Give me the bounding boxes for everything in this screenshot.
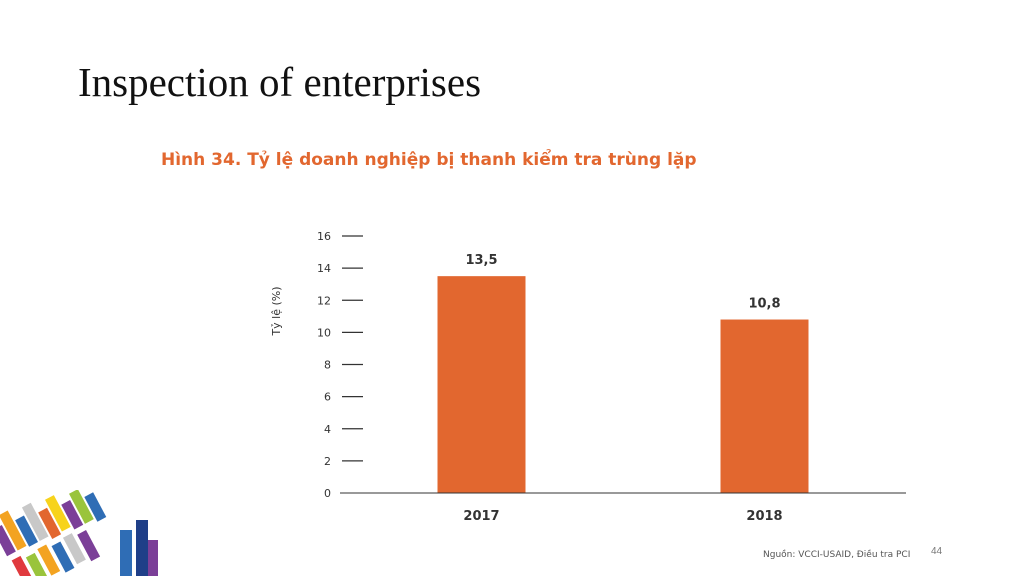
y-tick-label: 10 — [317, 326, 331, 339]
y-tick-label: 2 — [324, 455, 331, 468]
y-axis-label: Tỷ lệ (%) — [270, 286, 283, 336]
bars: 13,5 2017 10,8 2018 — [437, 253, 809, 524]
bar-2018 — [720, 319, 809, 493]
y-tick-label: 8 — [324, 359, 331, 372]
x-category-label: 2018 — [746, 509, 782, 524]
y-tick-label: 4 — [324, 423, 331, 436]
y-tick-label: 0 — [324, 487, 331, 500]
y-tick-label: 16 — [317, 230, 331, 243]
source-note: Nguồn: VCCI-USAID, Điều tra PCI — [763, 550, 911, 560]
x-category-label: 2017 — [463, 509, 499, 524]
bar-value-label: 10,8 — [748, 297, 780, 312]
bar-value-label: 13,5 — [465, 253, 497, 268]
figure-caption: Hình 34. Tỷ lệ doanh nghiệp bị thanh kiể… — [161, 150, 697, 170]
bar-2017 — [437, 276, 526, 493]
slide-title: Inspection of enterprises — [78, 59, 482, 105]
page-number: 44 — [931, 546, 943, 557]
y-tick-label: 14 — [317, 262, 331, 275]
y-tick-label: 6 — [324, 391, 331, 404]
decorative-logo-icon — [0, 490, 158, 576]
y-axis: 0 2 4 6 8 10 12 14 16 — [317, 230, 363, 500]
y-tick-label: 12 — [317, 294, 331, 307]
